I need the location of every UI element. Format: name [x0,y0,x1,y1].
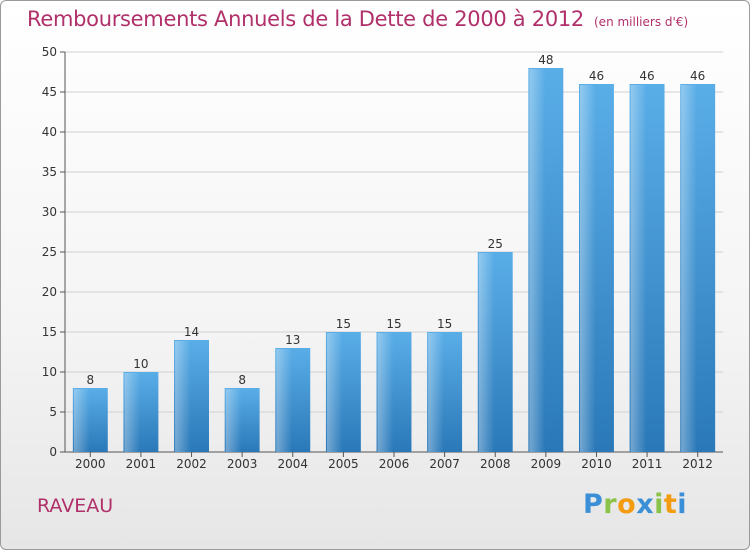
y-tick-label: 25 [42,245,57,259]
value-label: 15 [437,317,452,331]
value-label: 8 [86,373,94,387]
chart-title-text: Remboursements Annuels de la Dette de 20… [27,7,584,31]
logo-letter: i [677,489,688,520]
y-tick-label: 30 [42,205,57,219]
logo-letter: i [654,489,664,520]
value-label: 46 [589,69,604,83]
logo-letter: P [583,489,604,520]
bar-highlight [478,253,495,452]
y-tick-label: 45 [42,85,57,99]
value-label: 48 [538,53,553,67]
value-label: 15 [336,317,351,331]
logo-letter: o [617,489,637,520]
x-tick-label: 2008 [480,457,511,471]
commune-name: RAVEAU [37,495,114,517]
logo-letter: r [603,489,618,520]
x-tick-label: 2006 [379,457,410,471]
x-tick-label: 2012 [682,457,713,471]
value-label: 13 [285,333,300,347]
unit-note: (en milliers d'€) [594,15,689,29]
y-tick-label: 50 [42,45,57,59]
bar-highlight [428,333,444,452]
bar-highlight [630,85,647,452]
value-label: 10 [133,357,148,371]
bar-highlight [326,333,343,452]
value-label: 25 [488,237,503,251]
bar-highlight [73,389,90,452]
labels: 0 5 10 15 20 25 30 35 40 45 50 8 2000 10 2001 14 2002 8 20… [42,45,713,471]
value-label: 8 [238,373,246,387]
x-tick-label: 2004 [277,457,308,471]
chart-title: Remboursements Annuels de la Dette de 20… [27,7,688,31]
proxiti-logo: Proxiti [583,489,687,520]
bar-highlight [681,85,697,452]
x-tick-label: 2007 [429,457,460,471]
y-tick-label: 40 [42,125,57,139]
bar-highlight [225,389,242,452]
bar-highlight [124,373,141,452]
x-tick-label: 2011 [632,457,663,471]
logo-letter: x [636,489,655,520]
x-tick-label: 2010 [581,457,612,471]
y-tick-label: 0 [49,445,57,459]
x-tick-label: 2009 [531,457,562,471]
bar-highlight [529,69,546,452]
x-tick-label: 2000 [75,457,106,471]
value-label: 15 [386,317,401,331]
value-label: 14 [184,325,199,339]
y-tick-label: 10 [42,365,57,379]
logo-letter: t [663,489,678,520]
bar-highlight [377,333,394,452]
x-tick-label: 2002 [176,457,207,471]
y-tick-label: 35 [42,165,57,179]
x-tick-label: 2005 [328,457,359,471]
y-tick-label: 15 [42,325,57,339]
bar-highlight [175,341,191,452]
bar-highlight [579,85,596,452]
x-tick-label: 2003 [227,457,258,471]
bars [72,68,716,452]
y-tick-label: 20 [42,285,57,299]
x-tick-label: 2001 [126,457,157,471]
value-label: 46 [690,69,705,83]
y-tick-label: 5 [49,405,57,419]
bar-highlight [276,349,293,452]
value-label: 46 [639,69,654,83]
